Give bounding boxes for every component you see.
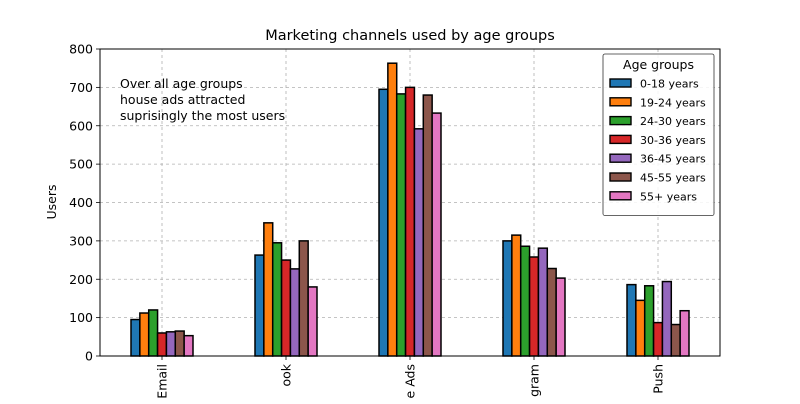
bar	[635, 299, 646, 357]
bar	[139, 312, 150, 357]
bar	[174, 330, 185, 357]
legend-swatch	[609, 191, 632, 201]
y-tick-label: 800	[69, 42, 93, 57]
legend-label: 55+ years	[640, 190, 697, 203]
y-tick-label: 700	[69, 80, 93, 95]
x-tick-label: gram	[527, 364, 542, 397]
bar	[183, 334, 194, 357]
bar	[280, 259, 292, 357]
bar	[431, 112, 442, 357]
bar	[528, 256, 540, 357]
y-tick-label: 0	[85, 349, 93, 364]
y-tick-label: 500	[69, 157, 93, 172]
bar	[307, 286, 318, 357]
bar	[679, 309, 690, 357]
legend-label: 0-18 years	[640, 78, 699, 91]
annotation-line: suprisingly the most users	[120, 108, 285, 123]
legend-swatch	[609, 115, 632, 126]
legend-label: 36-45 years	[640, 153, 706, 166]
legend-swatch	[609, 97, 632, 107]
y-tick-label: 200	[69, 272, 93, 287]
bar	[519, 245, 531, 357]
legend-swatch	[609, 134, 632, 145]
legend-label: 24-30 years	[640, 115, 706, 128]
bar	[422, 94, 433, 357]
bar	[156, 332, 168, 357]
bar	[298, 240, 309, 357]
legend-label: 45-55 years	[640, 172, 706, 185]
bar	[289, 268, 301, 357]
x-tick-label: Push	[651, 364, 666, 394]
chart-title: Marketing channels used by age groups	[265, 28, 555, 44]
annotation-line: house ads attracted	[120, 92, 245, 107]
x-tick-label: e Ads	[403, 364, 418, 398]
bar	[165, 331, 177, 357]
bar	[254, 254, 265, 357]
y-axis-label: Users	[44, 184, 59, 219]
x-tick-label: ook	[279, 363, 294, 386]
legend: Age groups 0-18 years 19-24 years 24-30 yea…	[602, 53, 715, 217]
y-tick-label: 100	[69, 310, 93, 325]
bar	[643, 285, 655, 357]
bar	[661, 280, 673, 357]
legend-label: 30-36 years	[640, 134, 706, 147]
bar	[395, 93, 407, 357]
y-tick-label: 400	[69, 195, 93, 210]
bar	[378, 88, 389, 357]
bar	[502, 240, 513, 357]
bar	[670, 323, 681, 357]
legend-title: Age groups	[623, 57, 694, 72]
bar	[511, 234, 522, 357]
bar	[652, 321, 664, 357]
axes: 0 100 200 300 400 500 600 700 800 Email ook e Ads gr…	[69, 42, 721, 399]
bar	[413, 128, 425, 357]
bar	[130, 318, 141, 357]
bar	[263, 222, 274, 357]
bar	[555, 277, 566, 357]
bar	[537, 247, 549, 357]
legend-label: 19-24 years	[640, 96, 706, 109]
bar	[387, 62, 398, 357]
bar	[147, 309, 159, 357]
bar	[546, 267, 557, 357]
legend-swatch	[609, 172, 632, 182]
bar	[271, 242, 283, 357]
x-tick-label: Email	[155, 364, 170, 399]
y-tick-label: 600	[69, 118, 93, 133]
bar	[626, 283, 637, 357]
legend-swatch	[609, 78, 632, 88]
legend-swatch	[609, 153, 632, 163]
annotation-line: Over all age groups	[120, 76, 243, 91]
bar	[404, 86, 416, 357]
y-tick-label: 300	[69, 233, 93, 248]
